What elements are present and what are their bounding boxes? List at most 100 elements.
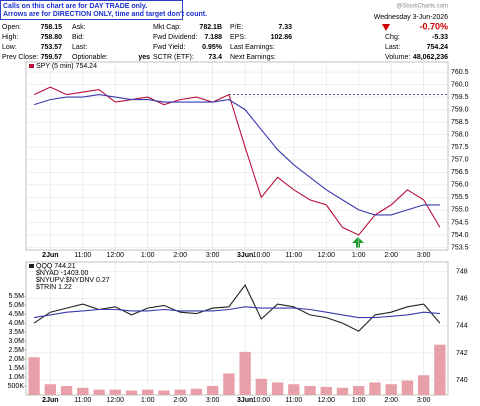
volume-bar (77, 387, 89, 395)
down-icon (382, 24, 390, 31)
y-tick-label: 2.0M (8, 356, 24, 363)
y-tick-label: 3.5M (8, 329, 24, 336)
summary-value: 754.24 (427, 44, 449, 51)
y-tick-label: 753.5 (451, 244, 469, 251)
x-tick-label: 3Jun (237, 252, 253, 259)
volume-bar (336, 387, 349, 395)
legend-swatch (29, 64, 34, 68)
annotation: $TRIN 1.22 (36, 284, 72, 291)
quote-value: 753.57 (41, 44, 63, 51)
volume-bar (255, 378, 268, 395)
quote-value: 759.57 (41, 54, 63, 61)
quote-label: Last: (72, 44, 87, 51)
note: Arrows are for DIRECTION ONLY, time and … (3, 11, 207, 18)
volume-bar (109, 389, 121, 395)
quote-value: 782.1B (199, 24, 222, 31)
quote-label: Last Earnings: (230, 44, 275, 51)
x-tick-label: 10:00 (253, 252, 271, 259)
y2-tick-label: 742 (456, 350, 468, 357)
x-tick-label: 1:00 (352, 397, 366, 404)
y-tick-label: 1.5M (8, 365, 24, 372)
y-tick-label: 3.0M (8, 338, 24, 345)
x-tick-label: 2Jun (42, 252, 58, 259)
y2-tick-label: 740 (456, 377, 468, 384)
date: Wednesday 3-Jun-2026 (374, 14, 448, 21)
series-line (34, 306, 440, 319)
y-tick-label: 754.0 (451, 232, 469, 239)
volume-bar (223, 373, 235, 395)
y-tick-label: 5.5M (8, 293, 24, 300)
volume-bar (44, 384, 57, 395)
y2-tick-label: 748 (456, 268, 468, 275)
y-tick-label: 755.5 (451, 194, 469, 201)
quote-value: 102.86 (271, 34, 293, 41)
y-tick-label: 755.0 (451, 207, 469, 214)
summary-label: Last: (385, 44, 400, 51)
quote-value: 758.80 (41, 34, 63, 41)
legend-label: SPY (5 min) 754.24 (36, 63, 97, 70)
note: Calls on this chart are for DAY TRADE on… (3, 3, 147, 10)
volume-bar (174, 389, 186, 395)
volume-bar (158, 390, 170, 395)
y2-tick-label: 746 (456, 295, 468, 302)
x-tick-label: 1:00 (352, 252, 366, 259)
quote-label: Ask: (72, 24, 86, 31)
volume-bar (271, 382, 284, 395)
x-tick-label: 3:00 (206, 397, 220, 404)
volume-bar (417, 375, 430, 395)
quote-label: Open: (2, 24, 21, 31)
x-tick-label: 10:00 (253, 397, 271, 404)
x-tick-label: 1:00 (141, 252, 155, 259)
quote-label: High: (2, 34, 18, 41)
y-tick-label: 757.5 (451, 144, 469, 151)
y-tick-label: 760.5 (451, 69, 469, 76)
x-tick-label: 3Jun (237, 397, 253, 404)
volume-bar (125, 390, 138, 395)
x-tick-label: 1:00 (141, 397, 155, 404)
y-tick-label: 758.0 (451, 132, 469, 139)
annotation: $NYAD -1403.00 (36, 270, 89, 277)
quote-label: SCTR (ETF): (153, 54, 194, 61)
y-tick-label: 760.0 (451, 81, 469, 88)
y2-tick-label: 744 (456, 323, 468, 330)
legend-swatch (29, 264, 34, 268)
quote-label: EPS: (230, 34, 246, 41)
x-tick-label: 3:00 (206, 252, 220, 259)
quote-label: Next Earnings: (230, 54, 276, 61)
y-tick-label: 500K (8, 383, 25, 390)
summary-label: Chg: (385, 34, 400, 41)
x-tick-label: 11:00 (74, 397, 91, 404)
x-tick-label: 2:00 (384, 252, 398, 259)
up-arrow (352, 237, 364, 248)
volume-bar (206, 386, 219, 395)
volume-bar (369, 382, 381, 395)
volume-bar (401, 380, 414, 395)
legend-label: QQQ 744.21 (36, 263, 76, 270)
x-tick-label: 11:00 (74, 252, 91, 259)
series-line (33, 94, 440, 216)
volume-bar (60, 386, 73, 395)
x-tick-label: 12:00 (318, 397, 336, 404)
series-line (33, 86, 441, 236)
y-tick-label: 756.0 (451, 182, 469, 189)
price-panel (25, 61, 449, 251)
y-tick-label: 757.0 (451, 157, 469, 164)
quote-label: Fwd Yield: (153, 44, 185, 51)
x-tick-label: 2:00 (173, 252, 187, 259)
quote-value: 73.4 (208, 54, 222, 61)
x-tick-label: 12:00 (107, 397, 125, 404)
volume-bar (142, 389, 154, 395)
quote-value: yes (138, 54, 150, 61)
quote-label: Bid: (72, 34, 84, 41)
quote-value: 7.33 (278, 24, 292, 31)
y-tick-label: 4.0M (8, 320, 24, 327)
volume-bar (320, 386, 332, 395)
volume-bar (353, 386, 365, 395)
y-tick-label: 756.5 (451, 169, 469, 176)
quote-label: Fwd Dividend: (153, 34, 197, 41)
volume-bar (385, 384, 397, 395)
x-tick-label: 3:00 (417, 397, 431, 404)
notes-box (0, 0, 183, 20)
